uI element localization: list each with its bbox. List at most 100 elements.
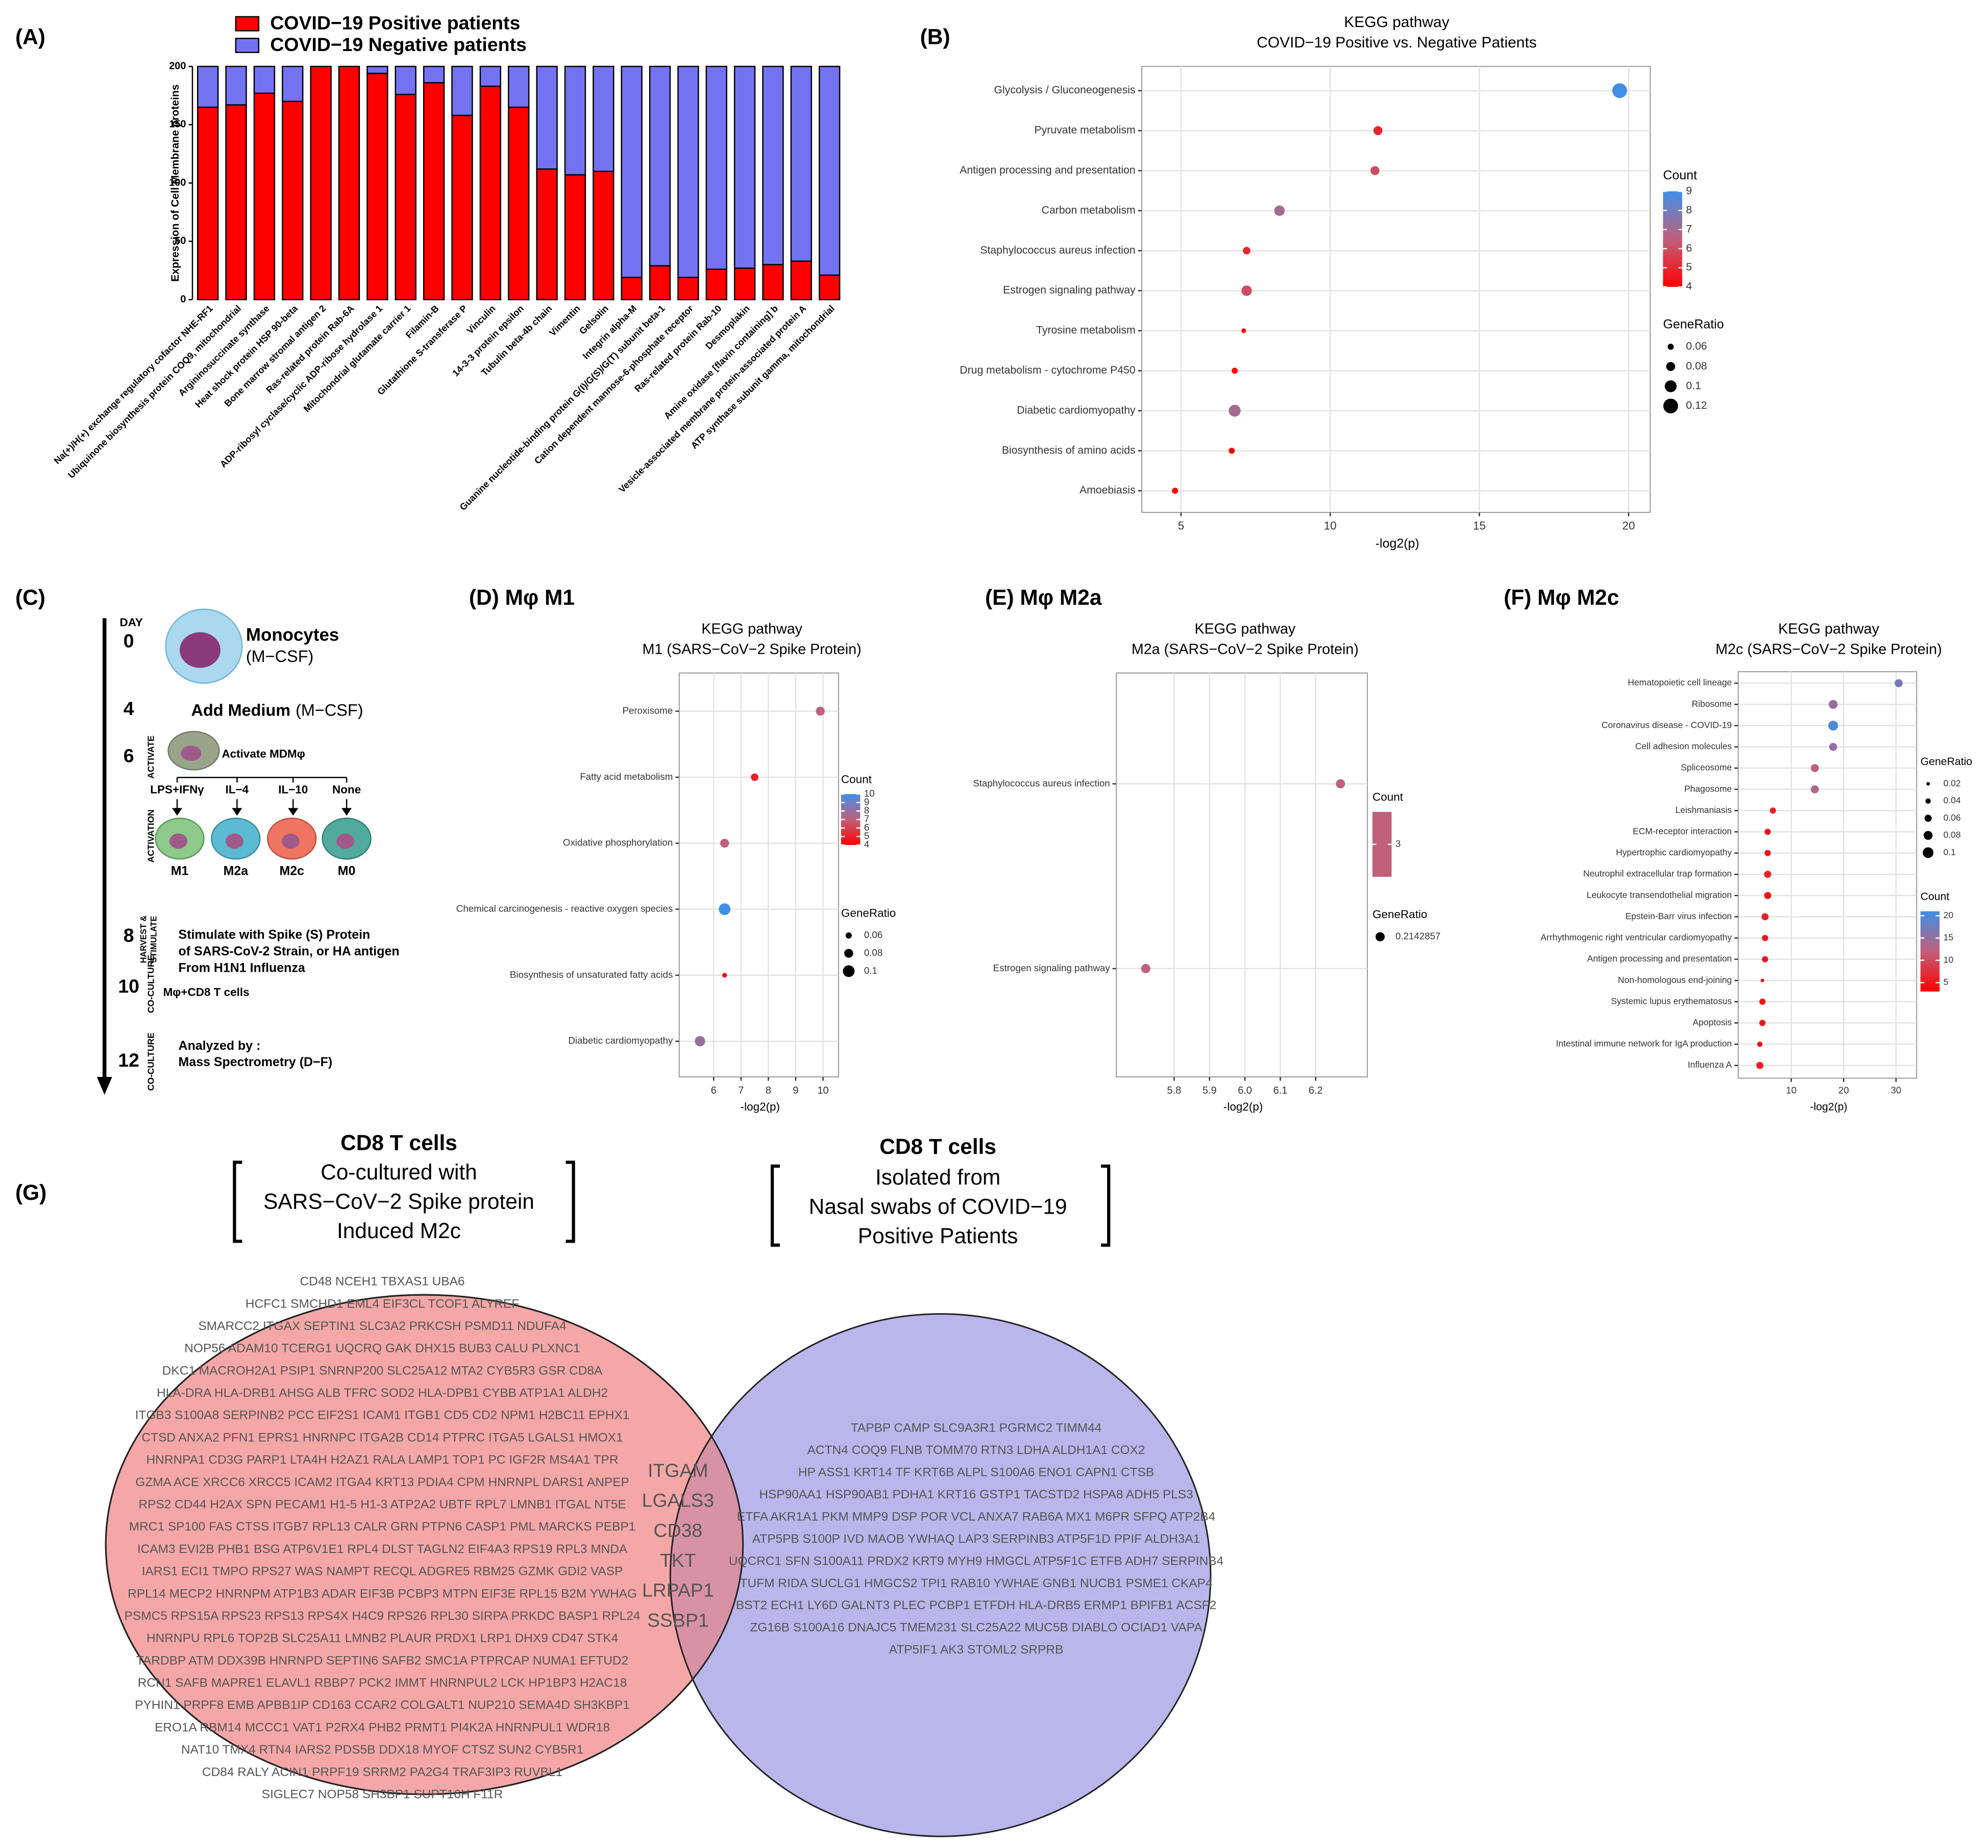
gene-list-line: CD84 RALY ACIN1 PRPF19 SRRM2 PA2G4 TRAF3… bbox=[202, 1765, 562, 1779]
bar-segment bbox=[197, 106, 219, 301]
gene-list-line: PSMC5 RPS15A RPS23 RPS13 RPS4X H4C9 RPS2… bbox=[125, 1609, 641, 1623]
dot bbox=[1810, 764, 1819, 772]
size-label: 0.02 bbox=[1944, 778, 1961, 788]
bar-segment bbox=[508, 106, 530, 301]
gene-list-line: DKC1 MACROH2A1 PSIP1 SNRNP200 SLC25A12 M… bbox=[162, 1364, 603, 1377]
bar-segment bbox=[621, 277, 643, 301]
y-tick-label: Intestinal immune network for IgA produc… bbox=[1556, 1039, 1732, 1049]
chart-title: KEGG pathway bbox=[1344, 14, 1449, 31]
y-tick-label: Neutrophil extracellular trap formation bbox=[1583, 869, 1732, 879]
step-label: Add Medium bbox=[191, 701, 291, 719]
cell-nucleus bbox=[180, 632, 220, 668]
legend-title: Count bbox=[841, 773, 872, 785]
colorbar-label: 10 bbox=[864, 788, 875, 799]
colorbar-label: 5 bbox=[1944, 977, 1949, 987]
step-label: From H1N1 Influenza bbox=[179, 960, 306, 975]
legend-label: COVID−19 Negative patients bbox=[270, 34, 526, 55]
y-tick-label: Systemic lupus erythematosus bbox=[1611, 996, 1732, 1006]
x-tick-label: 10 bbox=[817, 1085, 828, 1096]
dot bbox=[1770, 807, 1776, 814]
colorbar-label: 15 bbox=[1944, 932, 1953, 943]
gene-list-line: HNRNPA1 CD3G PARP1 LTA4H H2AZ1 RALA LAMP… bbox=[146, 1453, 619, 1467]
venn-diagram: (G) CD8 T cells Co-cultured with SARS−Co… bbox=[15, 1131, 1223, 1837]
x-axis-label: -log2(p) bbox=[741, 1100, 780, 1113]
day: 0 bbox=[124, 630, 134, 652]
size-label: 0.04 bbox=[1944, 795, 1961, 805]
chart-subtitle: M2c (SARS−CoV−2 Spike Protein) bbox=[1715, 641, 1942, 657]
gene-list-line: ATP5PB S100P IVD MAOB YWHAQ LAP3 SERPINB… bbox=[752, 1532, 1200, 1546]
colorbar-label: 4 bbox=[864, 839, 869, 850]
y-tick-label: Hematopoietic cell lineage bbox=[1628, 677, 1732, 687]
y-tick-label: Phagosome bbox=[1684, 783, 1732, 794]
bar-segment bbox=[225, 104, 247, 301]
y-tick-label: Hypertrophic cardiomyopathy bbox=[1616, 847, 1732, 857]
gene-list-line: TUFM RIDA SUCLG1 HMGCS2 TPI1 RAB10 YWHAE… bbox=[740, 1576, 1213, 1590]
x-tick-label: 6.0 bbox=[1238, 1085, 1252, 1096]
gene-list-line: PYHIN1 PRPF8 EMB APBB1IP CD163 CCAR2 COL… bbox=[135, 1698, 629, 1712]
dot bbox=[1336, 779, 1345, 789]
phase-label: HARVEST & bbox=[139, 915, 148, 963]
day: 12 bbox=[118, 1049, 139, 1071]
colorbar-label: 3 bbox=[1395, 838, 1401, 849]
colorbar-label: 10 bbox=[1944, 954, 1954, 965]
bracket bbox=[770, 1164, 1111, 1247]
dot bbox=[1229, 448, 1235, 454]
dot bbox=[751, 773, 758, 781]
size-label: 0.08 bbox=[1944, 830, 1961, 840]
legend-title: GeneRatio bbox=[1663, 317, 1724, 332]
x-axis-label: -log2(p) bbox=[1810, 1101, 1847, 1113]
y-tick-label: Oxidative phosphorylation bbox=[563, 837, 673, 848]
gene-list-line: MRC1 SP100 FAS CTSS ITGB7 RPL13 CALR GRN… bbox=[129, 1520, 636, 1534]
legend-title: Count bbox=[1663, 168, 1697, 182]
y-tick-label: Diabetic cardiomyopathy bbox=[568, 1035, 673, 1046]
size-key bbox=[845, 932, 852, 939]
legend-label: COVID−19 Positive patients bbox=[270, 12, 520, 34]
branch-stems bbox=[176, 777, 348, 809]
y-tick-label: Antigen processing and presentation bbox=[960, 164, 1135, 176]
size-key bbox=[1663, 399, 1678, 414]
y-tick-label: Biosynthesis of amino acids bbox=[1002, 445, 1136, 456]
gene-lists: CD48 NCEH1 TBXAS1 UBA6 HCFC1 SMCHD1 EML4 … bbox=[125, 1275, 1224, 1802]
colorbar bbox=[1920, 911, 1940, 992]
dot bbox=[1762, 956, 1769, 963]
size-key bbox=[1925, 798, 1931, 804]
gene-list-line: ZG16B S100A16 DNAJC5 TMEM231 SLC25A22 MU… bbox=[750, 1621, 1202, 1635]
bar-segment bbox=[621, 65, 643, 278]
gene-list-line: UQCRC1 SFN S100A11 PRDX2 KRT9 MYH9 HMGCL… bbox=[729, 1554, 1223, 1568]
bar-segment bbox=[790, 260, 813, 301]
step-label: Analyzed by : bbox=[179, 1039, 261, 1053]
x-tick-label: Vimentin bbox=[547, 303, 582, 338]
gene-list-line: ACTN4 COQ9 FLNB TOMM70 RTN3 LDHA ALDH1A1… bbox=[807, 1443, 1145, 1457]
dot bbox=[1764, 892, 1772, 899]
dot bbox=[1756, 1062, 1763, 1069]
gene-list-line: RCN1 SAFB MAPRE1 ELAVL1 RBBP7 PCK2 IMMT … bbox=[138, 1676, 627, 1690]
bar-segment bbox=[479, 85, 502, 301]
dot bbox=[1172, 487, 1179, 494]
set-subtitle: SARS−CoV−2 Spike protein bbox=[263, 1190, 534, 1214]
step-label: (M−CSF) bbox=[246, 647, 313, 666]
shared-gene: SSBP1 bbox=[647, 1609, 709, 1631]
size-label: 0.06 bbox=[864, 929, 882, 940]
gene-list-line: ATP5IF1 AK3 STOML2 SRPRB bbox=[889, 1643, 1064, 1657]
step-label: Add Medium (M−CSF) bbox=[191, 701, 363, 719]
size-key bbox=[1666, 362, 1676, 371]
intersection bbox=[669, 1313, 743, 1794]
colorbar-label: 8 bbox=[864, 805, 869, 816]
size-key bbox=[1924, 815, 1932, 822]
y-tick-label: Staphylococcus aureus infection bbox=[973, 778, 1110, 789]
day: 4 bbox=[124, 698, 134, 719]
colorbar-label: 5 bbox=[864, 830, 869, 841]
subtype-label: M1 bbox=[171, 864, 189, 878]
x-tick-label: 30 bbox=[1891, 1085, 1901, 1096]
bar-segment bbox=[366, 72, 388, 301]
y-tick-label: ECM-receptor interaction bbox=[1633, 826, 1732, 836]
gene-list-line: TAPBP CAMP SLC9A3R1 PGRMC2 TIMM44 bbox=[851, 1421, 1101, 1435]
dot bbox=[1764, 871, 1772, 878]
dot bbox=[1757, 1041, 1763, 1047]
set-subtitle: Isolated from bbox=[875, 1165, 1000, 1189]
size-key bbox=[844, 949, 853, 958]
y-tick-label: Estrogen signaling pathway bbox=[1003, 284, 1136, 296]
panel-label: (E) Mφ M2a bbox=[985, 585, 1102, 609]
cell-nucleus bbox=[181, 745, 202, 761]
